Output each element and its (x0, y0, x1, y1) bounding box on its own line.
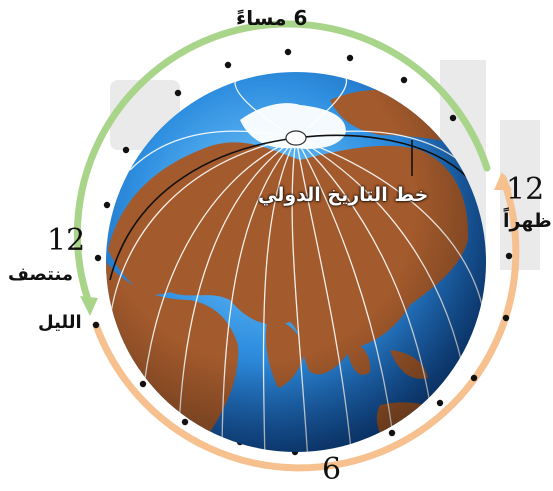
label-12-noon-number: 12 (506, 172, 545, 207)
day-arc-arrowhead (494, 172, 512, 190)
label-midnight-line1: منتصف (8, 264, 74, 285)
label-12-midnight-number: 12 (47, 223, 86, 258)
label-6-morning: 6 (322, 452, 342, 487)
globe (106, 72, 486, 452)
night-arc-arrowhead (80, 296, 98, 316)
label-6-evening: 6 مساءً (236, 6, 308, 30)
date-line-caption: خط التاريخ الدولي (258, 184, 429, 206)
night-arc (73, 20, 491, 304)
label-noon-text: ظهراً (503, 210, 552, 232)
day-arc (92, 174, 520, 472)
north-pole-marker (285, 130, 307, 146)
label-midnight-line2: الليل (38, 312, 82, 333)
